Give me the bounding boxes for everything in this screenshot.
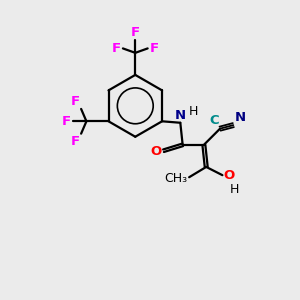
Text: H: H [189, 105, 198, 118]
Text: F: F [149, 42, 158, 55]
Text: F: F [112, 42, 121, 55]
Text: F: F [71, 95, 80, 108]
Text: H: H [230, 183, 239, 196]
Text: N: N [175, 109, 186, 122]
Text: CH₃: CH₃ [164, 172, 188, 185]
Text: F: F [62, 115, 71, 128]
Text: O: O [224, 169, 235, 182]
Text: C: C [210, 115, 220, 128]
Text: N: N [235, 111, 246, 124]
Text: F: F [131, 26, 140, 39]
Text: F: F [71, 135, 80, 148]
Text: O: O [150, 146, 161, 158]
